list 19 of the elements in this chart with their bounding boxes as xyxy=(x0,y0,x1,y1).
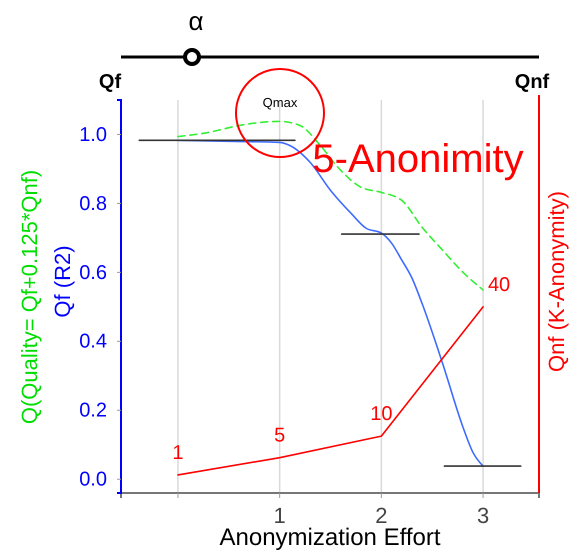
annotation: Qmax xyxy=(262,95,298,110)
y-tick-label: 0.4 xyxy=(79,330,107,353)
y-tick-label: 1.0 xyxy=(79,124,107,146)
data-label: 5 xyxy=(274,424,286,447)
data-label: 1 xyxy=(172,442,184,464)
text: Q(Quality= Qf+0.125*Qnf) xyxy=(17,170,42,424)
text: α xyxy=(188,6,204,36)
data-label: 40 xyxy=(488,274,510,296)
y-axis-title: Qf (R2) xyxy=(50,245,75,318)
annotation: 5-Anonimity xyxy=(312,137,524,181)
data-label: 10 xyxy=(370,403,392,426)
text: Qnf xyxy=(514,71,550,93)
x-tick-label: 3 xyxy=(476,503,490,528)
y-tick-label: 0.0 xyxy=(79,468,107,491)
y2-axis-title: Qnf (K-Anonymity) xyxy=(544,191,569,372)
y-tick-label: 0.6 xyxy=(79,262,107,284)
y-tick-label: 0.8 xyxy=(79,192,107,215)
text: Qf xyxy=(98,71,122,93)
y-tick-label: 0.2 xyxy=(79,400,107,422)
